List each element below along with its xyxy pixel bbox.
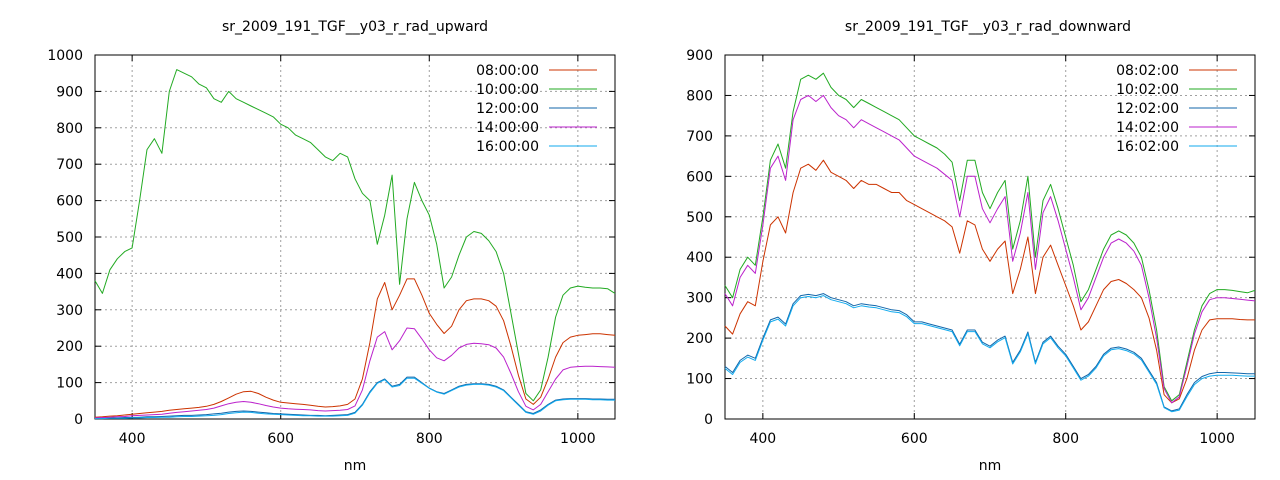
- x-tick-label: 600: [267, 431, 294, 447]
- x-tick-label: 800: [1052, 431, 1079, 447]
- y-tick-label: 800: [56, 121, 83, 137]
- y-tick-label: 900: [56, 84, 83, 100]
- y-tick-label: 600: [56, 194, 83, 210]
- series-line-3: [95, 376, 615, 419]
- legend-label: 10:02:00: [1116, 82, 1179, 98]
- y-tick-label: 700: [686, 129, 713, 145]
- series-line-1: [724, 159, 1255, 404]
- x-axis-label: nm: [979, 458, 1002, 474]
- x-axis-label: nm: [344, 458, 367, 474]
- plot-frame: [724, 54, 1256, 420]
- series-line-4: [724, 94, 1256, 404]
- y-tick-label: 300: [686, 291, 713, 307]
- y-tick-label: 900: [686, 48, 713, 64]
- legend-label: 12:02:00: [1116, 101, 1179, 117]
- chart-title: sr_2009_191_TGF__y03_r_rad_upward: [222, 19, 488, 35]
- legend-label: 16:00:00: [476, 139, 539, 155]
- y-tick-label: 300: [56, 303, 83, 319]
- legend-label: 16:02:00: [1116, 139, 1179, 155]
- y-tick-label: 200: [56, 339, 83, 355]
- y-tick-label: 0: [704, 412, 713, 428]
- x-tick-label: 600: [901, 431, 928, 447]
- series-line-5: [724, 295, 1255, 413]
- legend-label: 12:00:00: [476, 101, 539, 117]
- legend-label: 10:00:00: [476, 82, 539, 98]
- series-line-2: [724, 72, 1256, 402]
- y-tick-label: 700: [56, 157, 83, 173]
- y-tick-label: 400: [686, 250, 713, 266]
- x-tick-label: 1000: [1199, 431, 1235, 447]
- x-tick-label: 400: [119, 431, 146, 447]
- y-tick-label: 0: [74, 412, 83, 428]
- legend-label: 08:02:00: [1116, 63, 1179, 79]
- chart-1: sr_2009_191_TGF__y03_r_rad_upward 400 600 8…: [47, 19, 616, 474]
- y-tick-label: 600: [686, 169, 713, 185]
- y-tick-label: 500: [56, 230, 83, 246]
- series-line-3: [724, 293, 1255, 412]
- y-tick-label: 100: [56, 376, 83, 392]
- x-tick-label: 400: [749, 431, 776, 447]
- y-tick-label: 500: [686, 210, 713, 226]
- series-line-4: [94, 327, 616, 419]
- chart-2: sr_2009_191_TGF__y03_r_rad_downward 400 60…: [686, 19, 1256, 474]
- y-tick-label: 1000: [47, 48, 83, 64]
- chart-title: sr_2009_191_TGF__y03_r_rad_downward: [845, 19, 1131, 35]
- series-line-5: [95, 377, 615, 420]
- legend-label: 08:00:00: [476, 63, 539, 79]
- series-line-2: [94, 69, 616, 402]
- x-tick-label: 1000: [560, 431, 596, 447]
- y-tick-label: 400: [56, 266, 83, 282]
- y-tick-label: 200: [686, 331, 713, 347]
- x-tick-label: 800: [416, 431, 443, 447]
- legend-label: 14:02:00: [1116, 120, 1179, 136]
- y-tick-label: 800: [686, 88, 713, 104]
- y-tick-label: 100: [686, 372, 713, 388]
- legend-label: 14:00:00: [476, 120, 539, 136]
- series-line-1: [94, 278, 616, 418]
